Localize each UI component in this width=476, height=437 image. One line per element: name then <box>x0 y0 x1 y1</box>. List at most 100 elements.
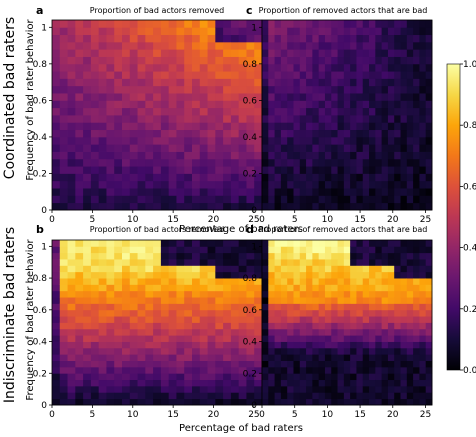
heatmap-cell <box>287 41 294 50</box>
heatmap-cell <box>331 259 338 266</box>
heatmap-cell <box>299 34 307 43</box>
heatmap-cell <box>369 366 376 374</box>
heatmap-cell <box>67 56 76 65</box>
heatmap-cell <box>75 398 84 406</box>
heatmap-cell <box>381 366 389 374</box>
heatmap-cell <box>400 373 408 381</box>
heatmap-cell <box>306 335 313 342</box>
heatmap-cell <box>52 303 61 311</box>
heatmap-cell <box>356 195 364 204</box>
heatmap-cell <box>137 341 146 349</box>
heatmap-cell <box>362 322 370 330</box>
heatmap-cell <box>246 158 255 167</box>
heatmap-cell <box>394 366 401 374</box>
heatmap-cell <box>337 290 345 298</box>
heatmap-cell <box>413 107 420 116</box>
heatmap-cell <box>90 385 100 393</box>
heatmap-cell <box>381 195 389 204</box>
heatmap-cell <box>394 107 401 116</box>
heatmap-cell <box>268 129 275 138</box>
heatmap-cell <box>274 271 282 279</box>
heatmap-cell <box>114 322 123 330</box>
heatmap-cell <box>413 354 420 361</box>
heatmap-cell <box>246 335 255 342</box>
heatmap-cell <box>122 129 131 138</box>
heatmap-cell <box>122 392 131 400</box>
heatmap-cell <box>299 115 307 123</box>
heatmap-cell <box>413 202 420 211</box>
heatmap-cell <box>262 63 269 72</box>
heatmap-cell <box>406 328 414 336</box>
heatmap-cell <box>324 49 332 57</box>
heatmap-cell <box>129 41 138 50</box>
x-tick-label: 5 <box>90 215 96 225</box>
heatmap-cell <box>280 303 288 311</box>
heatmap-cell <box>312 398 320 406</box>
heatmap-cell <box>199 173 208 182</box>
heatmap-cell <box>324 136 332 145</box>
heatmap-cell <box>246 360 255 368</box>
heatmap-cell <box>129 151 138 160</box>
heatmap-cell <box>137 195 146 204</box>
heatmap-cell <box>114 290 123 298</box>
heatmap-cell <box>350 297 357 304</box>
heatmap-cell <box>153 379 162 387</box>
heatmap-cell <box>145 151 154 160</box>
heatmap-cell <box>343 107 351 116</box>
heatmap-cell <box>343 27 351 36</box>
heatmap-cell <box>176 100 185 109</box>
heatmap-cell <box>215 20 224 28</box>
heatmap-cell <box>192 71 201 79</box>
heatmap-cell <box>106 328 115 336</box>
heatmap-cell <box>129 240 138 247</box>
heatmap-cell <box>129 322 138 330</box>
heatmap-cell <box>114 240 123 247</box>
heatmap-cell <box>230 56 240 65</box>
heatmap-cell <box>337 144 345 152</box>
x-tick-label: 20 <box>387 215 399 225</box>
heatmap-cell <box>176 309 185 317</box>
heatmap-cell <box>262 335 269 342</box>
heatmap-cell <box>184 166 193 174</box>
heatmap-cell <box>280 158 288 167</box>
heatmap-cell <box>425 144 433 152</box>
heatmap-cell <box>106 129 115 138</box>
heatmap-cell <box>230 278 240 285</box>
heatmap-cell <box>350 166 357 174</box>
heatmap-cell <box>153 335 162 342</box>
heatmap-cell <box>207 278 216 285</box>
row-label-coordinated: Coordinated bad raters <box>2 17 18 179</box>
heatmap-cell <box>83 379 92 387</box>
heatmap-cell <box>254 303 263 311</box>
heatmap-cell <box>137 122 146 131</box>
heatmap-cell <box>160 328 170 336</box>
heatmap-cell <box>312 195 320 204</box>
heatmap-cell <box>215 322 224 330</box>
heatmap-cell <box>350 122 357 131</box>
heatmap-cell <box>176 290 185 298</box>
heatmap-cell <box>413 284 420 292</box>
heatmap-cell <box>199 158 208 167</box>
heatmap-cell <box>129 71 138 79</box>
heatmap-cell <box>400 366 408 374</box>
heatmap-cell <box>254 284 263 292</box>
heatmap-cell <box>350 265 357 273</box>
heatmap-cell <box>207 366 216 374</box>
heatmap-cell <box>238 398 247 406</box>
heatmap-cell <box>413 56 420 65</box>
heatmap-cell <box>375 188 383 196</box>
heatmap-cell <box>312 63 320 72</box>
heatmap-cell <box>387 20 395 28</box>
heatmap-cell <box>337 78 345 87</box>
heatmap-cell <box>192 366 201 374</box>
heatmap-cell <box>122 252 131 260</box>
heatmap-cell <box>350 278 357 285</box>
heatmap-cell <box>287 297 294 304</box>
heatmap-cell <box>293 240 301 247</box>
heatmap-cell <box>122 49 131 57</box>
heatmap-cell <box>293 115 301 123</box>
heatmap-cell <box>67 290 76 298</box>
heatmap-cell <box>67 78 76 87</box>
heatmap-cell <box>98 63 107 72</box>
